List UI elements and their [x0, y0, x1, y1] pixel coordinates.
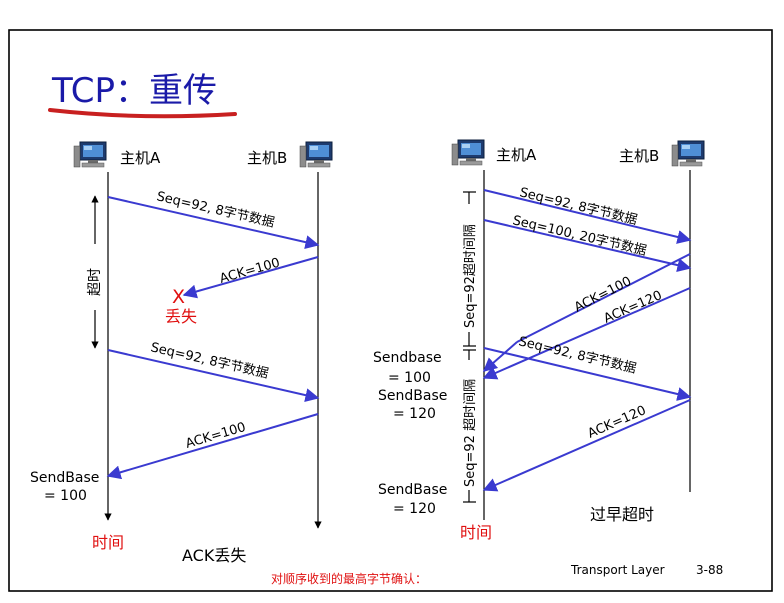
bottom-note: 对顺序收到的最高字节确认：	[271, 571, 427, 586]
ack-120-repeat-arrow	[482, 399, 691, 492]
segment-retransmit-label: Seq=92, 8字节数据	[149, 340, 270, 382]
computer-icon	[299, 141, 333, 168]
sendbase-label: SendBase	[30, 470, 99, 486]
segment-1-arrow	[483, 189, 692, 244]
scenario-caption: ACK丢失	[182, 546, 246, 565]
ack-120-arrow	[482, 287, 691, 380]
segment-1-arrow	[107, 196, 320, 250]
segment-retransmit-arrow	[483, 347, 692, 401]
loss-mark: X	[172, 286, 185, 308]
host-a-label: 主机A	[120, 149, 161, 167]
ack-100-arrow	[516, 253, 691, 343]
sendbase-3-label: SendBase	[378, 482, 447, 498]
timeout-label: 超时	[87, 268, 103, 296]
ack-100-arrow-tail	[482, 341, 518, 372]
timer-2-label: Seq=92 超时间隔	[463, 379, 478, 487]
left-diagram: 主机A 主机B 超时 Seq=92, 8字节数据 ACK=100 X 丢失 Se…	[30, 141, 333, 565]
host-a-label: 主机A	[496, 146, 537, 164]
timer-1-label: Seq=92超时间隔	[463, 224, 478, 328]
timer-1-label-bg	[462, 204, 476, 332]
computer-icon	[451, 139, 485, 166]
segment-2-arrow	[483, 219, 692, 272]
computer-icon	[671, 140, 705, 167]
segment-retransmit-arrow	[107, 349, 320, 403]
host-b-label: 主机B	[247, 149, 287, 167]
ack-lost-label: ACK=100	[218, 256, 282, 287]
sendbase-2-value: = 120	[393, 406, 436, 422]
host-b-label: 主机B	[619, 147, 659, 165]
ack-2-arrow	[106, 413, 319, 480]
sendbase-3-value: = 120	[393, 501, 436, 517]
timer-2-label-bg	[462, 360, 476, 490]
footer-course: Transport Layer	[570, 563, 665, 577]
footer-page: 3-88	[696, 563, 723, 577]
page-title: TCP：重传	[51, 71, 217, 111]
time-label: 时间	[92, 533, 124, 552]
sendbase-1-label: Sendbase	[373, 350, 442, 366]
slide-border	[8, 29, 773, 592]
segment-1-label: Seq=92, 8字节数据	[155, 189, 276, 231]
computer-icon	[73, 141, 107, 168]
sendbase-2-label: SendBase	[378, 388, 447, 404]
time-label: 时间	[460, 523, 492, 542]
sendbase-1-value: = 100	[388, 370, 431, 386]
loss-label: 丢失	[165, 307, 197, 326]
title-underline	[48, 108, 237, 119]
sendbase-value: = 100	[44, 488, 87, 504]
scenario-caption: 过早超时	[590, 505, 654, 524]
ack-2-label: ACK=100	[184, 420, 248, 452]
ack-lost-arrow	[182, 256, 319, 299]
right-diagram: 主机A 主机B Seq=92超时间隔 Seq=92 超时间隔 Seq=92, 8…	[373, 139, 705, 542]
